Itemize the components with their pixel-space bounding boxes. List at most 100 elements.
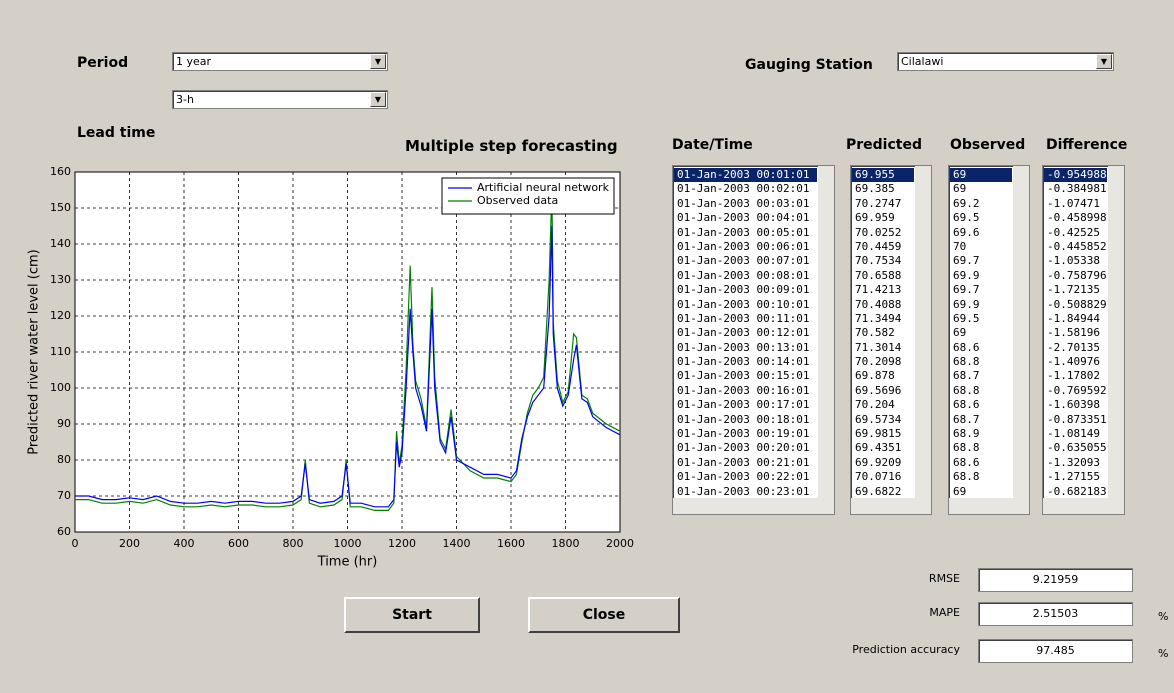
list-item[interactable]: 71.4213 xyxy=(855,283,902,297)
list-item[interactable]: 70.582 xyxy=(855,326,895,340)
list-item[interactable]: 70.4459 xyxy=(855,239,902,253)
list-item[interactable]: 01-Jan-2003 00:22:01 xyxy=(677,470,810,484)
list-item[interactable]: 71.3494 xyxy=(855,311,902,325)
dropdown-arrow[interactable]: ▼ xyxy=(1096,54,1112,69)
list-item[interactable]: -0.769592 xyxy=(1047,383,1107,397)
list-item[interactable]: -0.445852 xyxy=(1047,239,1107,253)
list-item[interactable]: 70.4088 xyxy=(855,297,902,311)
list-item[interactable]: -0.384981 xyxy=(1047,182,1107,196)
list-item[interactable]: 01-Jan-2003 00:06:01 xyxy=(677,239,810,253)
horizontal-scrollbar[interactable] xyxy=(851,498,931,514)
dropdown-arrow[interactable]: ▼ xyxy=(370,92,386,107)
list-item[interactable]: 69.5696 xyxy=(855,383,902,397)
vertical-scrollbar[interactable] xyxy=(915,166,931,514)
list-item[interactable]: -0.42525 xyxy=(1047,225,1100,239)
list-item[interactable]: 01-Jan-2003 00:20:01 xyxy=(677,441,810,455)
list-item[interactable]: 68.7 xyxy=(953,412,980,426)
list-item[interactable]: 69.878 xyxy=(855,369,895,383)
list-item[interactable]: -1.08149 xyxy=(1047,427,1100,441)
list-item[interactable]: 69.9209 xyxy=(855,455,902,469)
list-item[interactable]: 69.385 xyxy=(855,182,895,196)
list-item[interactable]: 68.8 xyxy=(953,470,980,484)
list-item[interactable]: 69.4351 xyxy=(855,441,902,455)
list-item[interactable]: 69.5 xyxy=(953,211,980,225)
list-item[interactable]: 01-Jan-2003 00:14:01 xyxy=(677,355,810,369)
list-item[interactable]: -1.40976 xyxy=(1047,355,1100,369)
list-item[interactable]: -1.17802 xyxy=(1047,369,1100,383)
list-item[interactable]: 69.9815 xyxy=(855,427,902,441)
list-item[interactable]: -1.07471 xyxy=(1047,196,1100,210)
list-item[interactable]: 01-Jan-2003 00:18:01 xyxy=(677,412,810,426)
horizontal-scrollbar[interactable] xyxy=(673,498,834,514)
list-item[interactable]: 01-Jan-2003 00:07:01 xyxy=(677,254,810,268)
list-item[interactable]: -0.682183 xyxy=(1047,484,1107,497)
list-item[interactable]: -1.84944 xyxy=(1047,311,1100,325)
listbox[interactable]: 69 69 69.2 69.5 69.6 70 69.7 69.9 69.7 69.9 69.5 69… xyxy=(948,165,1030,515)
vertical-scrollbar[interactable] xyxy=(818,166,834,514)
list-item[interactable]: 01-Jan-2003 00:10:01 xyxy=(677,297,810,311)
list-item[interactable]: -0.635055 xyxy=(1047,441,1107,455)
list-item[interactable]: 69.6822 xyxy=(855,484,902,497)
list-item[interactable]: -0.508829 xyxy=(1047,297,1107,311)
list-item[interactable]: 01-Jan-2003 00:05:01 xyxy=(677,225,810,239)
list-item[interactable]: 69 xyxy=(950,168,1012,183)
list-item[interactable]: -2.70135 xyxy=(1047,340,1100,354)
list-item[interactable]: -0.954988 xyxy=(1044,168,1107,183)
list-item[interactable]: 01-Jan-2003 00:08:01 xyxy=(677,268,810,282)
list-item[interactable]: 69.6 xyxy=(953,225,980,239)
list-item[interactable]: 01-Jan-2003 00:17:01 xyxy=(677,398,810,412)
list-item[interactable]: 01-Jan-2003 00:03:01 xyxy=(677,196,810,210)
list-item[interactable]: 69 xyxy=(953,182,967,196)
list-item[interactable]: 01-Jan-2003 00:16:01 xyxy=(677,383,810,397)
list-item[interactable]: 68.8 xyxy=(953,383,980,397)
listbox[interactable]: -0.954988 -0.384981 -1.07471 -0.458998 -0.42… xyxy=(1042,165,1125,515)
list-item[interactable]: 68.8 xyxy=(953,441,980,455)
list-item[interactable]: 70.0252 xyxy=(855,225,902,239)
list-item[interactable]: 01-Jan-2003 00:21:01 xyxy=(677,455,810,469)
list-item[interactable]: -0.873351 xyxy=(1047,412,1107,426)
button[interactable]: Start xyxy=(344,597,480,633)
lead-time-dropdown[interactable]: 3-h ▼ xyxy=(172,90,388,109)
list-item[interactable]: 69 xyxy=(953,326,967,340)
list-item[interactable]: 70.2098 xyxy=(855,355,902,369)
list-item[interactable]: -0.458998 xyxy=(1047,211,1107,225)
list-item[interactable]: 70 xyxy=(953,239,967,253)
list-item[interactable]: 69.955 xyxy=(852,168,914,183)
list-item[interactable]: -1.60398 xyxy=(1047,398,1100,412)
list-item[interactable]: 69.2 xyxy=(953,196,980,210)
listbox[interactable]: 69.955 69.385 70.2747 69.959 70.0252 70.4459 7… xyxy=(850,165,932,515)
list-item[interactable]: 01-Jan-2003 00:09:01 xyxy=(677,283,810,297)
list-item[interactable]: 01-Jan-2003 00:23:01 xyxy=(677,484,810,497)
list-item[interactable]: 68.7 xyxy=(953,369,980,383)
period-dropdown[interactable]: 1 year ▼ xyxy=(172,52,388,71)
dropdown-arrow[interactable]: ▼ xyxy=(370,54,386,69)
list-item[interactable]: 69.9 xyxy=(953,268,980,282)
list-item[interactable]: 70.0716 xyxy=(855,470,902,484)
list-item[interactable]: 70.7534 xyxy=(855,254,902,268)
list-item[interactable]: 01-Jan-2003 00:19:01 xyxy=(677,427,810,441)
list-item[interactable]: 68.8 xyxy=(953,355,980,369)
list-item[interactable]: 69 xyxy=(953,484,967,497)
listbox[interactable]: 01-Jan-2003 00:01:01 01-Jan-2003 00:02:01… xyxy=(672,165,835,515)
list-item[interactable]: 69.5 xyxy=(953,311,980,325)
list-item[interactable]: 01-Jan-2003 00:04:01 xyxy=(677,211,810,225)
list-item[interactable]: -1.58196 xyxy=(1047,326,1100,340)
list-item[interactable]: 70.204 xyxy=(855,398,895,412)
vertical-scrollbar[interactable] xyxy=(1108,166,1124,514)
horizontal-scrollbar[interactable] xyxy=(949,498,1029,514)
list-item[interactable]: 01-Jan-2003 00:11:01 xyxy=(677,311,810,325)
list-item[interactable]: 01-Jan-2003 00:15:01 xyxy=(677,369,810,383)
list-item[interactable]: 68.6 xyxy=(953,340,980,354)
list-item[interactable]: -1.27155 xyxy=(1047,470,1100,484)
list-item[interactable]: -0.758796 xyxy=(1047,268,1107,282)
list-item[interactable]: 01-Jan-2003 00:12:01 xyxy=(677,326,810,340)
list-item[interactable]: -1.72135 xyxy=(1047,283,1100,297)
list-item[interactable]: 69.7 xyxy=(953,283,980,297)
list-item[interactable]: 69.959 xyxy=(855,211,895,225)
list-item[interactable]: 70.2747 xyxy=(855,196,902,210)
gauging-station-dropdown[interactable]: Cilalawi ▼ xyxy=(897,52,1114,71)
list-item[interactable]: 01-Jan-2003 00:13:01 xyxy=(677,340,810,354)
button[interactable]: Close xyxy=(528,597,680,633)
list-item[interactable]: 68.6 xyxy=(953,398,980,412)
list-item[interactable]: 69.5734 xyxy=(855,412,902,426)
